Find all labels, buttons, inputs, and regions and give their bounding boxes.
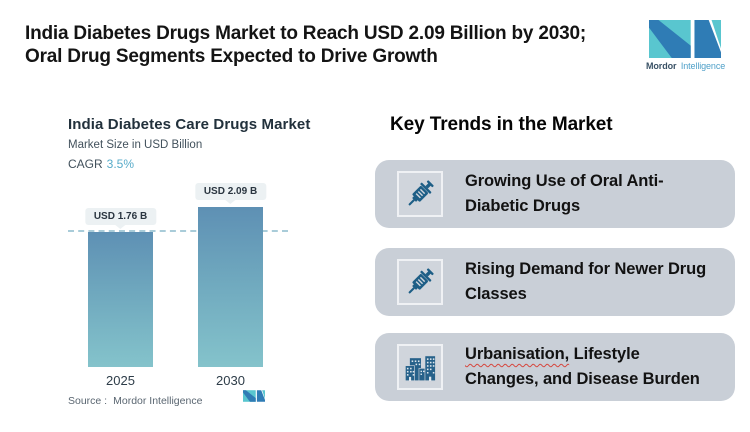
- trend-line: Classes: [465, 285, 527, 303]
- trend-line: Changes, and Disease Burden: [465, 370, 700, 388]
- data-label-2030: USD 2.09 B: [194, 183, 267, 200]
- syringe-icon: [408, 268, 434, 294]
- trends-heading: Key Trends in the Market: [390, 114, 613, 135]
- bar-2030: [198, 207, 263, 367]
- icon-tile: [397, 171, 443, 217]
- trend-line: Diabetic Drugs: [465, 197, 581, 215]
- source-label: Source :: [68, 395, 108, 407]
- page-title-line2: Oral Drug Segments Expected to Drive Gro…: [25, 46, 438, 67]
- chart-title: India Diabetes Care Drugs Market: [68, 116, 311, 133]
- data-label-2025: USD 1.76 B: [84, 208, 157, 225]
- axis-label-2025: 2025: [106, 373, 135, 388]
- mordor-logo-wordmark: Mordor Intelligence: [646, 61, 726, 71]
- mordor-logo-mark-icon: [649, 20, 721, 58]
- chart-cagr: CAGR 3.5%: [68, 157, 134, 171]
- misspelled-word: Urbanisation,: [465, 345, 570, 363]
- cagr-value: 3.5%: [106, 157, 135, 171]
- page-title: India Diabetes Drugs Market to Reach USD…: [25, 22, 635, 68]
- trend-card-text: Rising Demand for Newer Drug Classes: [465, 257, 706, 307]
- trend-line: Growing Use of Oral Anti-: [465, 172, 664, 190]
- trend-card-urbanisation: Urbanisation, Lifestyle Changes, and Dis…: [375, 333, 735, 401]
- trend-card-newer-drug-classes: Rising Demand for Newer Drug Classes: [375, 248, 735, 316]
- bar-group-2025: USD 1.76 B 2025: [84, 185, 157, 388]
- chart-source: Source : Mordor Intelligence: [68, 395, 202, 407]
- trend-line: Rising Demand for Newer Drug: [465, 260, 707, 278]
- brand-name-bold: Mordor: [646, 61, 677, 71]
- trend-card-text: Urbanisation, Lifestyle Changes, and Dis…: [465, 342, 700, 392]
- trend-card-oral-antidiabetic: Growing Use of Oral Anti- Diabetic Drugs: [375, 160, 735, 228]
- icon-tile: [397, 259, 443, 305]
- mordor-mini-logo-icon: [243, 390, 265, 402]
- icon-tile: [397, 344, 443, 390]
- bar-group-2030: USD 2.09 B 2030: [194, 183, 267, 388]
- cagr-label: CAGR: [68, 157, 103, 171]
- axis-label-2030: 2030: [216, 373, 245, 388]
- syringe-icon: [408, 180, 434, 206]
- source-value: Mordor Intelligence: [113, 395, 203, 407]
- mordor-logo: Mordor Intelligence: [646, 20, 726, 71]
- page-title-line1: India Diabetes Drugs Market to Reach USD…: [25, 23, 586, 44]
- chart-plot-area: USD 1.76 B 2025 USD 2.09 B 2030: [68, 183, 288, 388]
- reference-dashed-line: [68, 230, 288, 232]
- bar-2025: [88, 232, 153, 367]
- chart-subtitle: Market Size in USD Billion: [68, 139, 203, 151]
- trend-line-rest: Lifestyle: [569, 345, 640, 363]
- buildings-icon: [405, 355, 436, 382]
- brand-name-light: Intelligence: [680, 61, 726, 71]
- trend-line: Urbanisation, Lifestyle: [465, 342, 700, 367]
- trend-card-text: Growing Use of Oral Anti- Diabetic Drugs: [465, 169, 664, 219]
